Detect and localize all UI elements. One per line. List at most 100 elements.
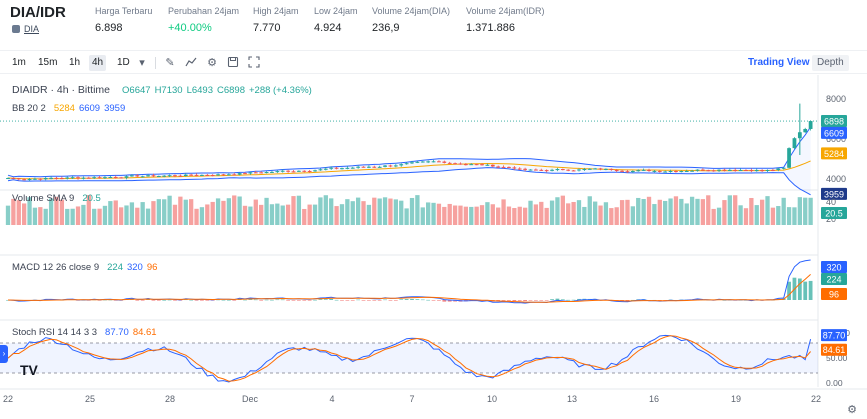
- candle-body: [286, 170, 290, 172]
- volume-bar: [759, 199, 765, 225]
- candle-body: [625, 171, 630, 173]
- volume-bar: [167, 195, 172, 225]
- stat-label: Low 24jam: [314, 6, 358, 16]
- volume-bar: [776, 206, 781, 225]
- chart-canvas[interactable]: 8000600040006898660952843959402020.53202…: [0, 75, 867, 419]
- time-axis-label: 7: [409, 394, 414, 404]
- macd-hist-bar: [361, 300, 366, 301]
- candle-body: [458, 163, 463, 165]
- price-axis-label: 8000: [826, 94, 846, 104]
- macd-hist-bar: [512, 300, 517, 302]
- ohlc-open: O6647: [122, 85, 151, 96]
- macd-legend: MACD 12 26 close 9 224 320 96: [12, 262, 157, 273]
- dropdown-icon[interactable]: ▾: [139, 57, 145, 69]
- candle-body: [787, 148, 791, 168]
- candle-body: [711, 170, 716, 172]
- macd-hist-bar: [135, 300, 140, 301]
- macd-hist-bar: [410, 298, 414, 300]
- macd-hist-bar: [156, 300, 161, 301]
- candle-body: [399, 164, 404, 166]
- volume-bar: [102, 205, 108, 225]
- macd-hist-bar: [280, 299, 285, 301]
- volume-bar: [16, 200, 21, 225]
- stoch-band: [0, 343, 818, 373]
- volume-bar: [108, 201, 113, 225]
- candle-body: [216, 174, 220, 176]
- macd-hist-bar: [286, 300, 290, 301]
- volume-bar: [749, 197, 754, 225]
- volume-bar: [38, 207, 43, 225]
- candle-body: [420, 161, 425, 163]
- candle-body: [33, 178, 37, 180]
- candle-body: [81, 177, 86, 179]
- macd-hist-bar: [205, 300, 210, 301]
- chart-area[interactable]: 8000600040006898660952843959402020.53202…: [0, 75, 867, 419]
- candle-body: [426, 161, 431, 163]
- symbol-line: DIAIDR · 4h · Bittime: [12, 84, 111, 96]
- volume-bar: [409, 197, 415, 225]
- candle-body: [776, 168, 781, 170]
- timeframe-1d[interactable]: 1D: [117, 57, 130, 68]
- fullscreen-icon[interactable]: [247, 56, 261, 70]
- candle-body: [291, 171, 296, 173]
- base-asset-link[interactable]: DIA: [24, 24, 40, 34]
- volume-bar: [765, 196, 770, 225]
- macd-hist-bar: [577, 298, 581, 300]
- indicators-icon[interactable]: [184, 56, 198, 70]
- tab-depth[interactable]: Depth: [812, 55, 849, 71]
- volume-bar: [727, 195, 732, 225]
- timeframe-1h[interactable]: 1h: [69, 57, 81, 68]
- macd-hist-bar: [345, 300, 350, 301]
- stat-label: Volume 24jam(DIA): [372, 6, 451, 16]
- volume-bar: [598, 205, 603, 225]
- chart-toolbar: 1m 15m 1h 4h 1D ▾ ✎ ⚙ Trading View Depth: [0, 50, 867, 74]
- volume-bar: [339, 204, 345, 225]
- volume-bar: [738, 205, 743, 225]
- volume-bar: [652, 204, 657, 225]
- volume-bar: [582, 206, 587, 225]
- volume-bar: [162, 199, 167, 225]
- timeframe-15m[interactable]: 15m: [38, 57, 58, 68]
- bb-mid-value: 5284: [53, 103, 75, 114]
- badge-stoch-d-bg: [821, 343, 847, 356]
- timeframe-4h[interactable]: 4h: [89, 55, 107, 71]
- volume-legend: Volume SMA 9 20.5: [12, 193, 101, 204]
- candle-body: [534, 169, 538, 171]
- tab-trading-view[interactable]: Trading View: [748, 57, 810, 68]
- volume-bar: [307, 204, 312, 225]
- snapshot-icon[interactable]: [226, 56, 240, 70]
- candle-body: [302, 170, 307, 172]
- timeframe-1m[interactable]: 1m: [12, 57, 26, 68]
- candle-body: [754, 170, 759, 172]
- settings-icon[interactable]: ⚙: [207, 57, 217, 69]
- macd-hist-bar: [534, 300, 538, 301]
- volume-bar: [140, 202, 145, 225]
- volume-bar: [151, 201, 156, 225]
- candle-body: [792, 138, 797, 149]
- macd-line-value: 320: [126, 262, 143, 273]
- stat-volume-dia: Volume 24jam(DIA) 236,9: [372, 6, 450, 34]
- pair-title: DIA/IDR: [10, 4, 66, 21]
- volume-bar: [733, 195, 738, 225]
- candle-body: [749, 170, 754, 172]
- candle-body: [183, 174, 188, 176]
- volume-bar: [485, 202, 490, 225]
- draw-icon[interactable]: ✎: [165, 57, 175, 69]
- chart-settings-icon[interactable]: ⚙: [847, 404, 857, 416]
- macd-hist-bar: [97, 300, 102, 301]
- volume-bar: [345, 199, 350, 225]
- volume-bar: [420, 207, 425, 225]
- badge-bb-mid-bg: [821, 147, 847, 160]
- volume-bar: [614, 207, 619, 225]
- side-panel-toggle[interactable]: ›: [0, 345, 8, 363]
- candle-body: [377, 166, 382, 168]
- volume-bar: [205, 204, 210, 225]
- volume-bar: [135, 207, 140, 225]
- candle-body: [539, 169, 544, 171]
- candle-body: [173, 175, 177, 177]
- candle-body: [717, 169, 721, 171]
- volume-label: Volume SMA 9: [12, 193, 75, 204]
- candle-body: [614, 169, 619, 171]
- macd-hist-bar: [501, 300, 506, 301]
- volume-bar: [501, 199, 506, 225]
